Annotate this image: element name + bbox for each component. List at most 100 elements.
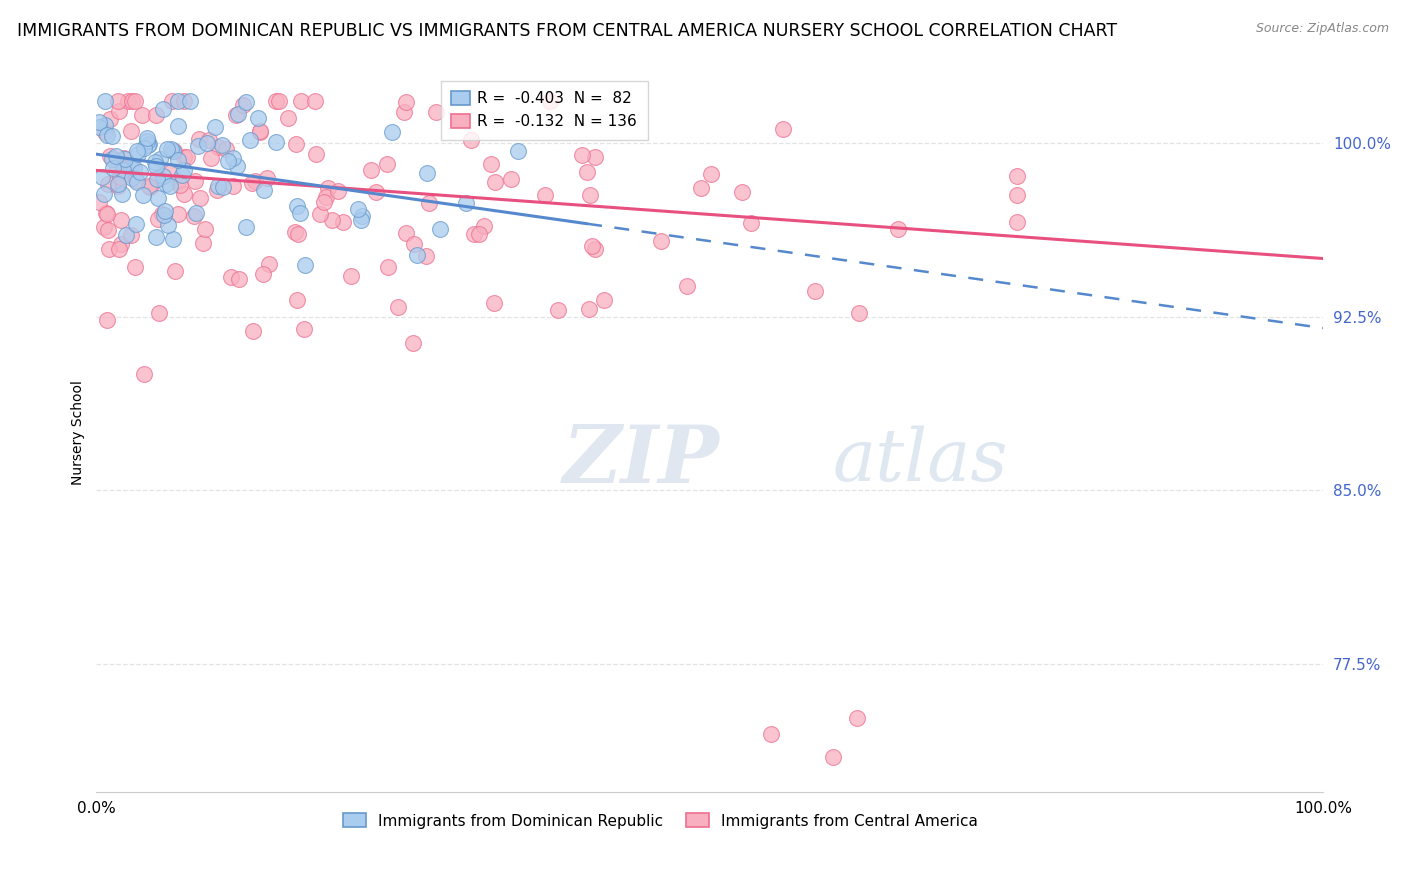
- Point: [115, 227, 138, 242]
- Point: [101, 128, 124, 143]
- Point: [304, 94, 326, 108]
- Point: [576, 164, 599, 178]
- Point: [499, 171, 522, 186]
- Point: [288, 205, 311, 219]
- Point: [134, 367, 156, 381]
- Point: [112, 161, 135, 175]
- Point: [315, 189, 337, 203]
- Point: [481, 157, 503, 171]
- Point: [111, 163, 134, 178]
- Point: [112, 151, 135, 165]
- Point: [395, 95, 418, 110]
- Point: [97, 223, 120, 237]
- Point: [463, 227, 485, 242]
- Point: [173, 94, 195, 108]
- Point: [285, 136, 308, 151]
- Point: [200, 151, 222, 165]
- Y-axis label: Nursery School: Nursery School: [72, 380, 86, 485]
- Point: [96, 128, 118, 143]
- Point: [152, 207, 174, 221]
- Point: [194, 222, 217, 236]
- Point: [316, 181, 339, 195]
- Point: [136, 130, 159, 145]
- Point: [197, 136, 219, 151]
- Point: [305, 147, 328, 161]
- Point: [187, 132, 209, 146]
- Point: [472, 219, 495, 233]
- Point: [114, 152, 136, 166]
- Point: [163, 144, 186, 158]
- Point: [135, 134, 157, 148]
- Point: [187, 138, 209, 153]
- Point: [285, 199, 308, 213]
- Point: [136, 138, 159, 153]
- Point: [93, 186, 115, 201]
- Point: [173, 150, 195, 164]
- Point: [121, 171, 143, 186]
- Point: [160, 164, 183, 178]
- Point: [547, 303, 569, 318]
- Point: [156, 142, 179, 156]
- Point: [404, 237, 426, 252]
- Point: [215, 142, 238, 156]
- Point: [482, 295, 505, 310]
- Point: [122, 161, 145, 175]
- Point: [179, 94, 201, 108]
- Point: [314, 195, 336, 210]
- Point: [675, 278, 697, 293]
- Point: [110, 169, 132, 184]
- Point: [100, 112, 122, 126]
- Point: [846, 711, 869, 725]
- Point: [405, 248, 427, 262]
- Point: [579, 188, 602, 202]
- Point: [650, 235, 672, 249]
- Point: [94, 206, 117, 220]
- Point: [534, 187, 557, 202]
- Point: [240, 176, 263, 190]
- Point: [415, 249, 437, 263]
- Point: [197, 133, 219, 147]
- Point: [731, 186, 754, 200]
- Point: [360, 163, 382, 178]
- Point: [153, 208, 176, 222]
- Point: [148, 306, 170, 320]
- Point: [887, 222, 910, 236]
- Point: [242, 324, 264, 338]
- Point: [110, 213, 132, 227]
- Point: [266, 94, 288, 108]
- Point: [125, 217, 148, 231]
- Point: [294, 258, 316, 272]
- Point: [146, 191, 169, 205]
- Point: [162, 232, 184, 246]
- Point: [232, 98, 254, 112]
- Point: [581, 238, 603, 252]
- Point: [401, 335, 423, 350]
- Point: [538, 94, 561, 108]
- Point: [759, 727, 782, 741]
- Point: [96, 207, 118, 221]
- Point: [167, 174, 190, 188]
- Point: [321, 213, 343, 227]
- Point: [167, 153, 190, 168]
- Point: [235, 220, 257, 235]
- Point: [94, 125, 117, 139]
- Point: [249, 124, 271, 138]
- Point: [290, 94, 312, 108]
- Point: [394, 104, 416, 119]
- Point: [1005, 188, 1028, 202]
- Point: [97, 178, 120, 192]
- Point: [117, 94, 139, 108]
- Point: [571, 148, 593, 162]
- Point: [163, 264, 186, 278]
- Point: [101, 152, 124, 166]
- Point: [429, 221, 451, 235]
- Point: [132, 188, 155, 202]
- Point: [145, 159, 167, 173]
- Point: [207, 139, 229, 153]
- Point: [593, 293, 616, 308]
- Point: [257, 257, 280, 271]
- Point: [160, 94, 183, 108]
- Point: [225, 108, 247, 122]
- Point: [94, 94, 117, 108]
- Point: [1005, 214, 1028, 228]
